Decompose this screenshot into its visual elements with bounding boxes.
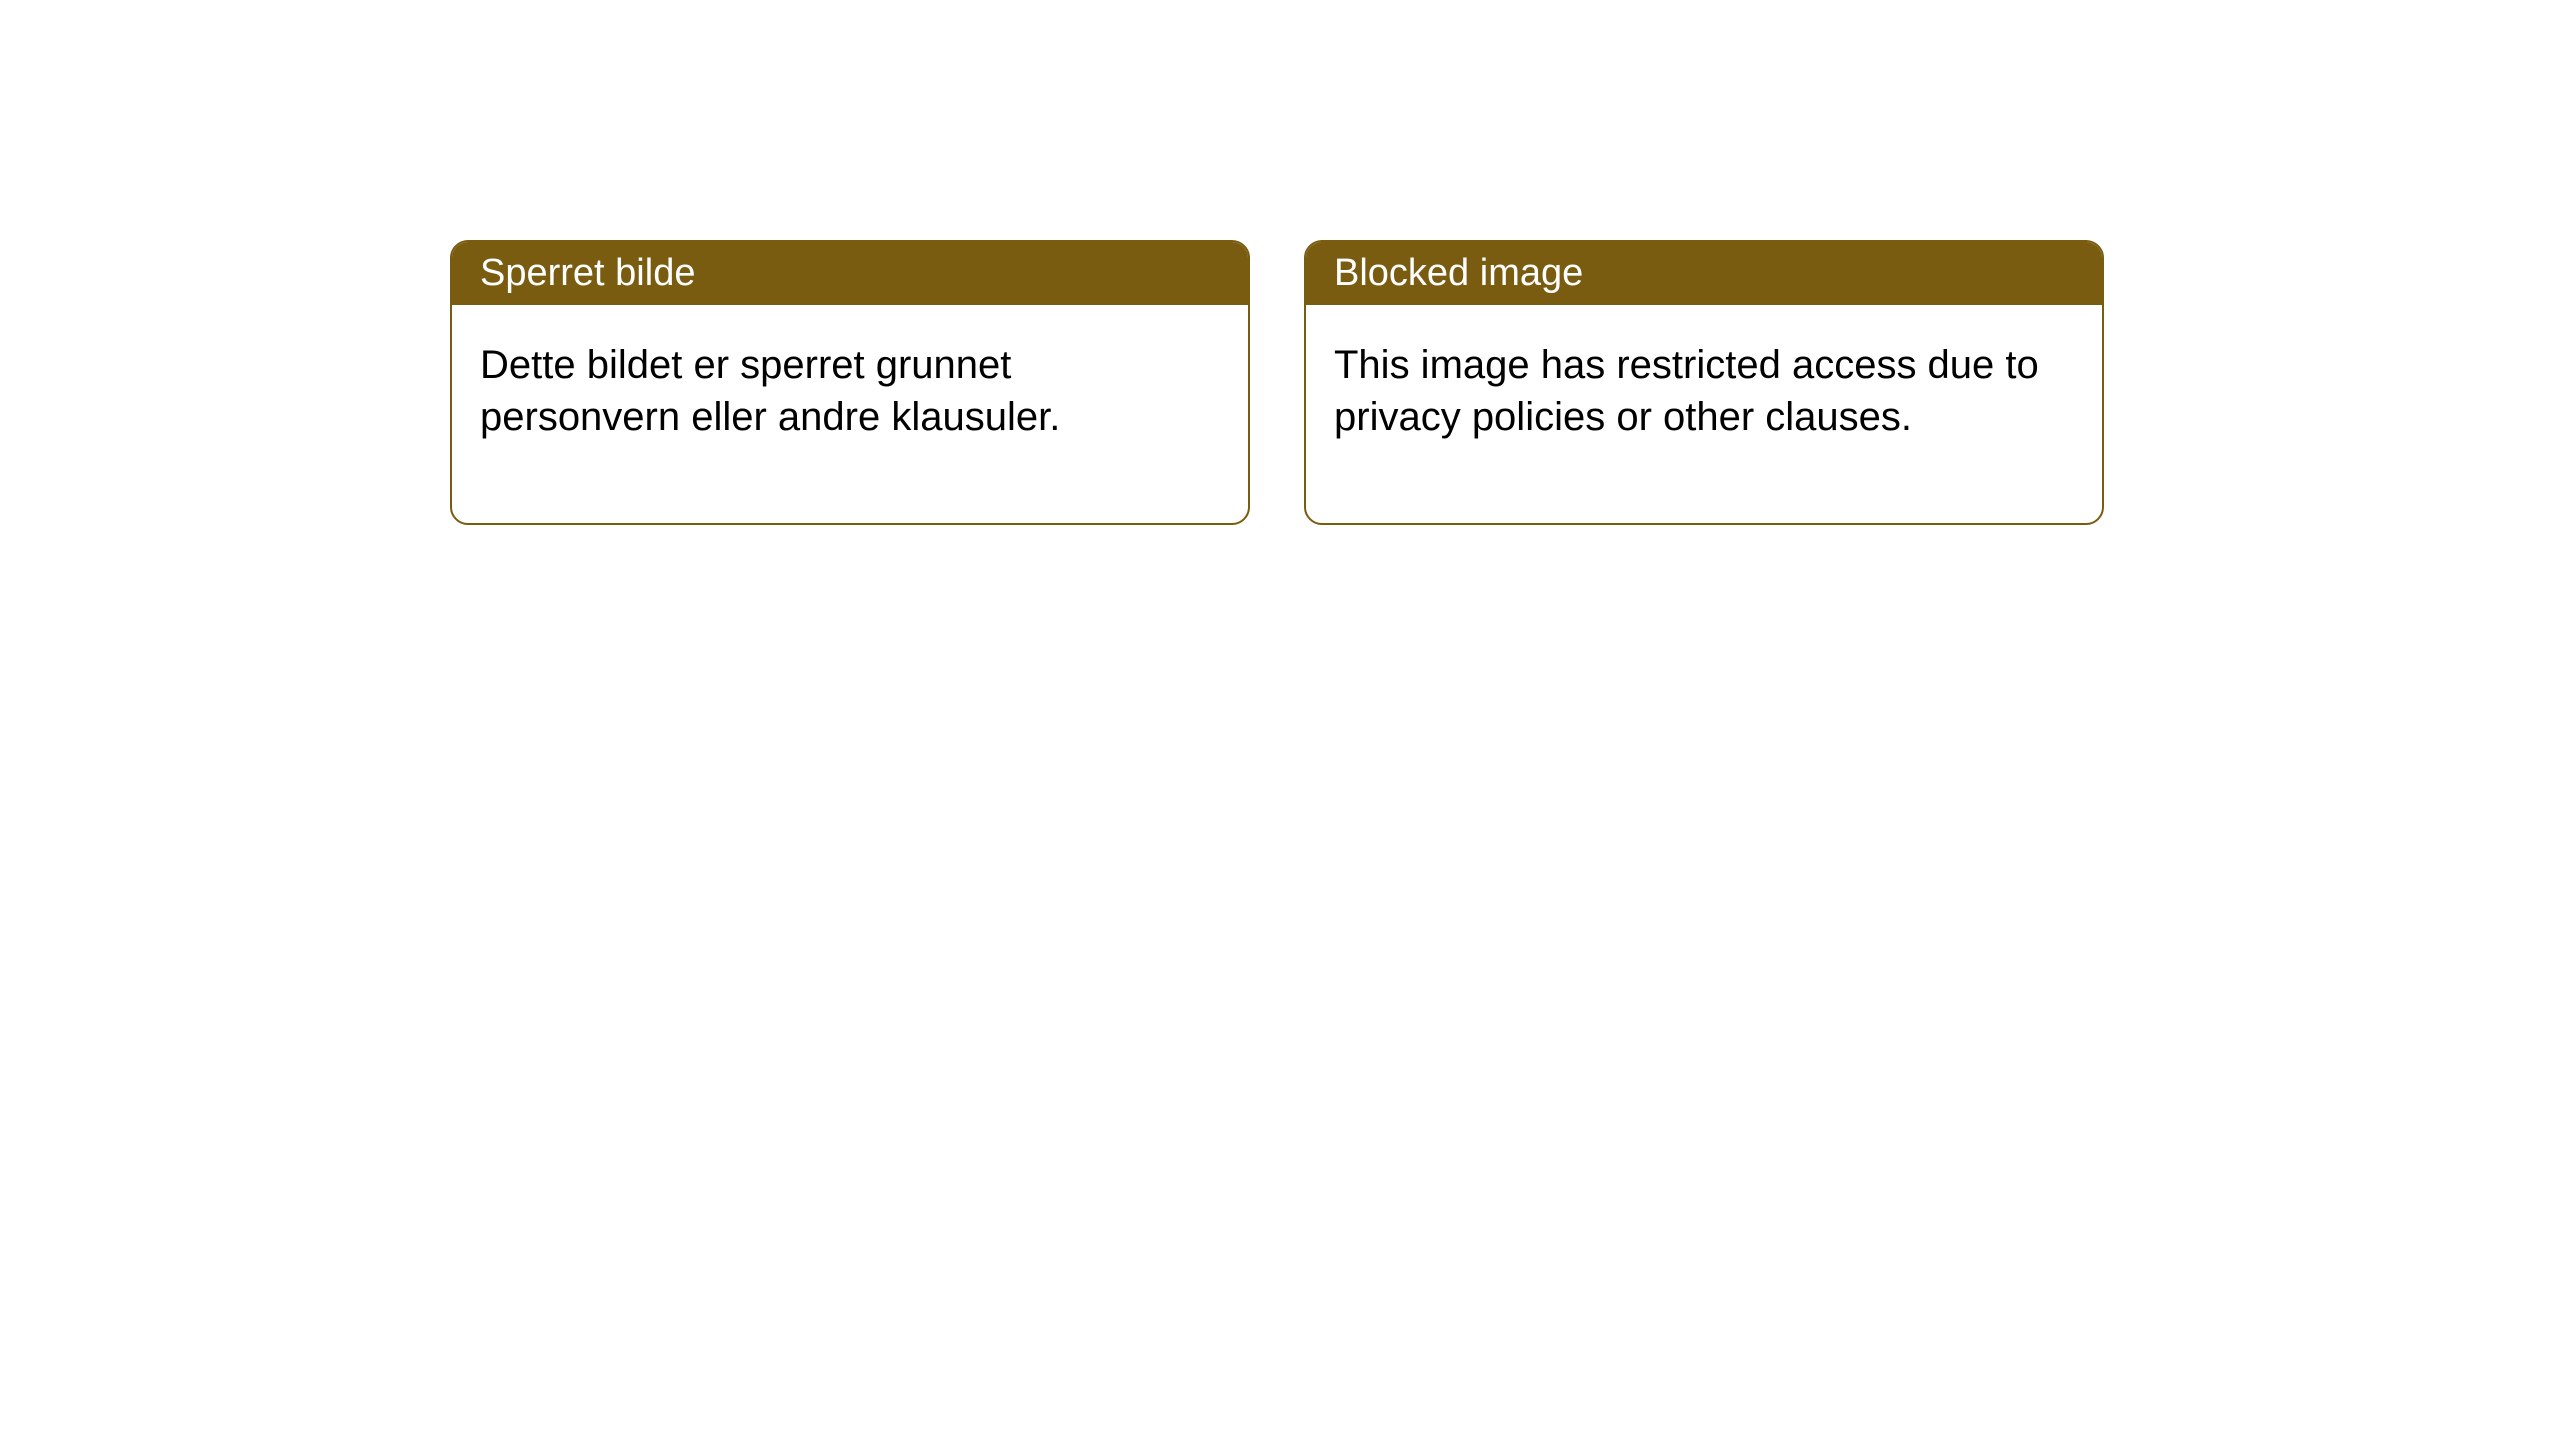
notice-title: Sperret bilde: [452, 242, 1248, 305]
notice-body: This image has restricted access due to …: [1306, 305, 2102, 523]
notice-card-english: Blocked image This image has restricted …: [1304, 240, 2104, 525]
notice-title: Blocked image: [1306, 242, 2102, 305]
notice-body: Dette bildet er sperret grunnet personve…: [452, 305, 1248, 523]
notice-container: Sperret bilde Dette bildet er sperret gr…: [0, 0, 2560, 525]
notice-card-norwegian: Sperret bilde Dette bildet er sperret gr…: [450, 240, 1250, 525]
